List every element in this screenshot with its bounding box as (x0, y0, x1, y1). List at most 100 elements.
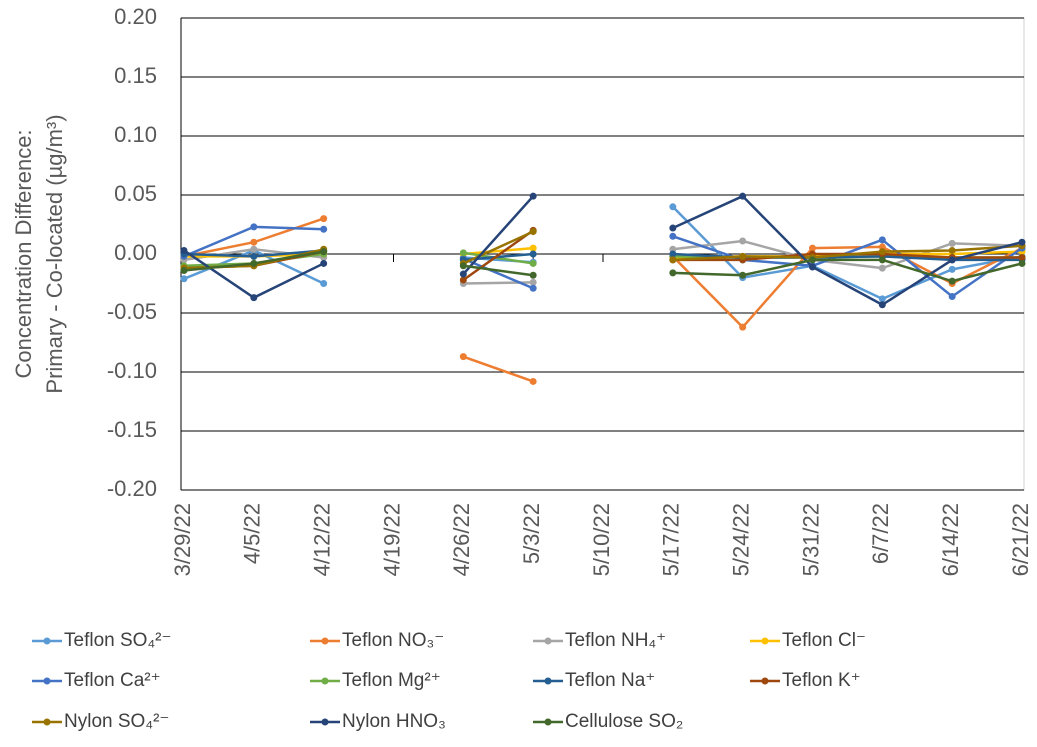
x-tick-label: 4/26/22 (449, 503, 474, 576)
data-point (739, 252, 747, 260)
legend-label: Teflon Ca²⁺ (64, 670, 161, 691)
data-point (529, 250, 537, 258)
data-point (320, 248, 328, 256)
legend-label: Nylon SO₄²⁻ (64, 711, 169, 732)
data-point (529, 228, 537, 236)
data-point (948, 256, 956, 264)
data-point (250, 259, 258, 267)
data-point (320, 259, 328, 267)
data-point (809, 256, 816, 264)
data-point (459, 262, 467, 270)
legend-marker (43, 637, 51, 645)
data-point (250, 252, 258, 260)
legend-marker (761, 637, 769, 645)
data-point (878, 248, 886, 256)
legend-label: Teflon Cl⁻ (782, 630, 866, 651)
y-tick-label: 0.00 (114, 240, 157, 265)
data-point (250, 294, 258, 302)
data-point (669, 224, 677, 232)
data-point (878, 264, 886, 272)
data-point (529, 244, 537, 252)
x-tick-label: 6/14/22 (938, 503, 963, 576)
data-point (948, 246, 956, 254)
data-point (948, 277, 956, 285)
legend-label: Teflon NO₃⁻ (342, 630, 444, 651)
data-point (529, 284, 537, 292)
y-tick-label: 0.20 (114, 4, 157, 29)
legend-label: Cellulose SO₂ (565, 711, 683, 732)
x-tick-label: 5/17/22 (659, 503, 684, 576)
data-point (320, 215, 328, 223)
data-point (529, 377, 537, 385)
data-point (669, 203, 677, 211)
data-point (180, 267, 188, 275)
data-point (459, 353, 467, 361)
data-point (878, 301, 886, 309)
series-line (183, 217, 1023, 383)
y-axis-title: Primary - Co-located (µg/m³) (42, 114, 67, 393)
legend-marker (321, 718, 329, 726)
data-point (809, 244, 816, 252)
data-point (250, 223, 258, 231)
legend-marker (43, 718, 51, 726)
legend-marker (544, 718, 552, 726)
legend-label: Teflon K⁺ (782, 670, 861, 691)
y-tick-label: -0.10 (107, 358, 157, 383)
data-point (878, 236, 886, 244)
legend-marker (43, 677, 51, 685)
y-tick-label: -0.15 (107, 417, 157, 442)
data-point (878, 256, 886, 264)
legend-marker (544, 677, 552, 685)
y-tick-label: -0.05 (107, 299, 157, 324)
data-point (878, 295, 886, 303)
y-tick-label: 0.05 (114, 181, 157, 206)
x-tick-label: 5/31/22 (798, 503, 823, 576)
data-point (669, 256, 677, 264)
data-point (459, 276, 467, 284)
data-point (529, 278, 537, 286)
y-axis-title: Concentration Difference: (11, 129, 36, 378)
x-tick-label: 3/29/22 (170, 503, 195, 576)
data-point (948, 239, 956, 247)
legend-marker (761, 677, 769, 685)
legend-label: Teflon Na⁺ (565, 670, 655, 691)
data-point (1018, 254, 1026, 262)
data-point (459, 249, 467, 257)
x-tick-label: 5/24/22 (728, 503, 753, 576)
x-tick-label: 4/12/22 (309, 503, 334, 576)
data-point (529, 192, 537, 200)
data-point (669, 269, 677, 277)
legend-label: Teflon SO₄²⁻ (64, 630, 172, 651)
data-point (669, 232, 677, 240)
data-point (948, 292, 956, 300)
data-point (1018, 259, 1026, 267)
x-tick-label: 4/19/22 (379, 503, 404, 576)
legend-marker (544, 637, 552, 645)
data-point (250, 245, 258, 253)
data-point (320, 280, 328, 287)
data-point (180, 275, 188, 283)
data-point (459, 270, 467, 278)
x-tick-label: 5/10/22 (589, 503, 614, 576)
data-point (739, 323, 747, 331)
data-point (529, 271, 537, 279)
x-tick-label: 6/21/22 (1008, 503, 1033, 576)
data-point (739, 192, 747, 200)
data-point (320, 225, 328, 233)
data-point (250, 238, 258, 246)
y-tick-label: 0.10 (114, 122, 157, 147)
x-tick-label: 5/3/22 (519, 503, 544, 564)
data-point (529, 259, 537, 267)
y-tick-label: 0.15 (114, 63, 157, 88)
y-tick-label: -0.20 (107, 476, 157, 501)
x-tick-label: 6/7/22 (868, 503, 893, 564)
legend-label: Teflon Mg²⁺ (342, 670, 441, 691)
x-tick-label: 4/5/22 (240, 503, 265, 564)
data-point (739, 237, 747, 245)
data-point (739, 271, 747, 279)
data-point (669, 250, 677, 258)
legend-marker (321, 637, 329, 645)
data-point (948, 265, 956, 273)
data-point (180, 246, 188, 254)
